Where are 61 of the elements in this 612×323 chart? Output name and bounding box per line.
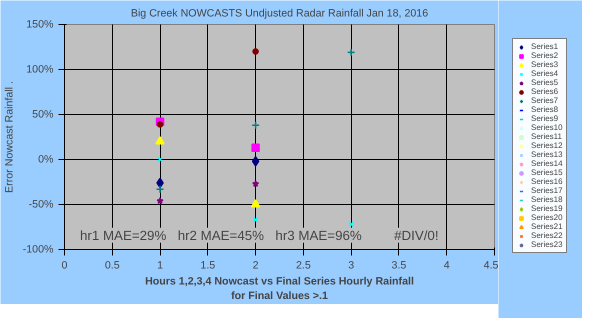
legend-label: Series17 (531, 186, 563, 195)
point (157, 156, 163, 162)
legend-label: Series3 (531, 60, 558, 69)
legend-label: Series6 (531, 87, 558, 96)
x-tick-label: 1 (157, 260, 164, 272)
legend-label: Series2 (531, 51, 558, 60)
point (252, 180, 260, 187)
y-tick-label: 150% (26, 18, 54, 30)
y-tick-label: 100% (26, 64, 54, 76)
annotation: hr2 MAE=45% (178, 228, 264, 243)
annotation: hr3 MAE=96% (275, 228, 362, 243)
y-tick-label: -50% (28, 198, 54, 210)
point (250, 199, 260, 208)
y-tick-label: -100% (22, 244, 54, 256)
x-tick-label: 4.5 (484, 260, 499, 272)
legend-label: Series15 (531, 168, 563, 177)
x-tick-label: 3 (348, 260, 354, 272)
legend-label: Series8 (531, 105, 558, 114)
x-tick-label: 0 (62, 260, 68, 272)
point (156, 121, 164, 128)
y-axis-title: Error Nowcast Rainfall . (4, 81, 16, 193)
legend-label: Series18 (531, 195, 563, 204)
legend-label: Series14 (531, 159, 563, 168)
point (252, 48, 259, 55)
y-tick-label: 50% (32, 108, 54, 120)
x-tick-label: 3.5 (392, 260, 406, 272)
point (156, 197, 164, 204)
annotation: hr1 MAE=29% (80, 228, 166, 243)
point (156, 184, 164, 194)
legend-label: Series1 (531, 42, 558, 51)
point (348, 221, 354, 228)
y-tick-label: 0% (38, 154, 54, 166)
x-axis-title: Hours 1,2,3,4 Nowcast vs Final Series Hourly Rainfall for Final Values >.1 (145, 276, 414, 302)
point (346, 48, 356, 57)
x-tick-label: 1.5 (200, 260, 216, 272)
x-tick-label: 0.5 (104, 260, 120, 272)
legend-label: Series7 (531, 96, 558, 105)
point (251, 121, 260, 130)
legend-label: Series19 (531, 204, 563, 213)
legend-label: Series12 (531, 141, 563, 150)
legend-label: Series22 (531, 231, 563, 240)
point (252, 216, 258, 223)
point (155, 136, 165, 145)
legend-label: Series11 (531, 132, 562, 141)
legend-label: Series23 (531, 240, 563, 249)
point (156, 178, 164, 188)
legend-label: Series16 (531, 177, 563, 186)
legend-label: Series20 (531, 213, 563, 222)
legend-label: Series9 (531, 114, 558, 123)
annotation: #DIV/0! (394, 228, 439, 243)
legend-label: Series13 (531, 150, 563, 159)
legend-label: Series21 (531, 222, 563, 231)
legend-label: Series4 (531, 69, 558, 78)
x-tick-label: 2.5 (296, 260, 311, 272)
point (251, 144, 260, 152)
x-tick-label: 2 (252, 260, 259, 272)
legend-label: Series10 (531, 123, 563, 132)
x-tick-label: 4 (444, 260, 450, 272)
chart-title: Big Creek NOWCASTS Undjusted Radar Rainfall Jan 18, 2016 (130, 8, 428, 20)
legend-label: Series5 (531, 78, 558, 87)
point (252, 156, 260, 167)
